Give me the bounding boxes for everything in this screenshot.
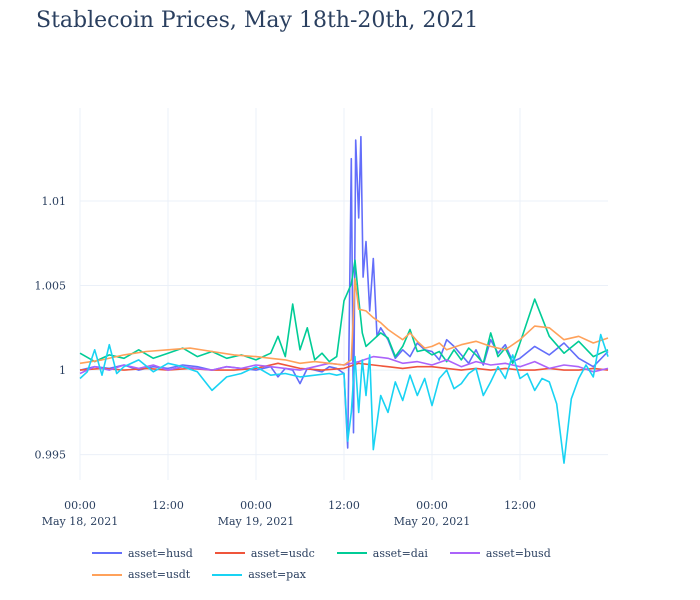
y-tick-label-2: 1.005 xyxy=(35,280,67,293)
legend-swatch xyxy=(92,552,122,554)
x-axis-tick-labels: 00:00 May 18, 2021 12:00 00:00 May 19, 2021 1… xyxy=(42,499,536,528)
legend-item-pax[interactable]: asset=pax xyxy=(212,568,306,581)
y-tick-label-3: 1.01 xyxy=(42,195,67,208)
x-tick-sublabel-4: May 20, 2021 xyxy=(394,515,471,528)
x-tick-label-1: 12:00 xyxy=(152,499,184,512)
x-tick-label-2: 00:00 xyxy=(240,499,272,512)
legend-label: asset=usdt xyxy=(128,568,191,581)
legend-item-usdc[interactable]: asset=usdc xyxy=(214,546,315,560)
legend-item-dai[interactable]: asset=dai xyxy=(336,546,428,560)
x-tick-label-5: 12:00 xyxy=(504,499,536,512)
legend-swatch xyxy=(336,552,367,554)
legend-swatch xyxy=(214,552,245,554)
gridlines xyxy=(79,108,608,480)
series-lines xyxy=(79,135,609,464)
legend-label: asset=usdc xyxy=(250,546,315,560)
legend-swatch xyxy=(449,552,480,554)
legend-label: asset=pax xyxy=(248,568,306,581)
chart-title: Stablecoin Prices, May 18th-20th, 2021 xyxy=(36,8,479,33)
x-tick-sublabel-0: May 18, 2021 xyxy=(42,515,119,528)
legend-item-busd[interactable]: asset=busd xyxy=(449,546,551,560)
legend-label: asset=busd xyxy=(485,546,551,560)
legend-label: asset=husd xyxy=(128,546,193,560)
x-tick-label-4: 00:00 xyxy=(416,499,448,512)
x-tick-label-3: 12:00 xyxy=(328,499,360,512)
legend-swatch xyxy=(212,573,243,576)
x-tick-sublabel-2: May 19, 2021 xyxy=(218,515,295,528)
legend-item-usdt[interactable]: asset=usdt xyxy=(92,568,190,581)
legend-swatch xyxy=(92,573,122,576)
y-axis-tick-labels: 0.995 1 1.005 1.01 xyxy=(35,195,67,462)
legend-label: asset=dai xyxy=(372,546,428,560)
y-tick-label-1: 1 xyxy=(59,364,66,377)
x-tick-label-0: 00:00 xyxy=(64,499,96,512)
legend: asset=husd asset=usdc asset=dai asset=busd a… xyxy=(92,544,652,587)
legend-item-husd[interactable]: asset=husd xyxy=(92,547,193,560)
series-line-usdt xyxy=(79,277,609,366)
y-tick-label-0: 0.995 xyxy=(35,449,67,462)
series-line-pax xyxy=(79,333,609,464)
series-line-usdc xyxy=(79,362,609,371)
